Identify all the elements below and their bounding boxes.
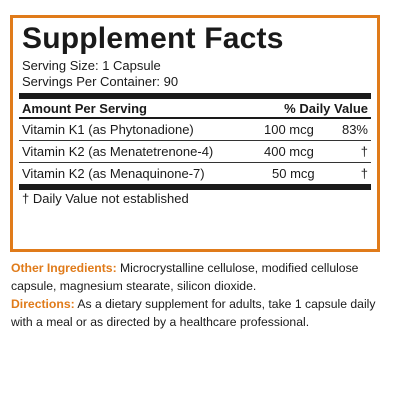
table-row: Vitamin K2 (as Menatetrenone-4) 400 mcg … [19,140,371,162]
supplement-facts-panel: Supplement Facts Serving Size: 1 Capsule… [10,15,380,252]
table-header: Amount Per Serving % Daily Value [19,99,371,117]
table-row: Vitamin K2 (as Menaquinone-7) 50 mcg † [19,162,371,184]
nutrient-dv: † [360,166,368,181]
panel-title: Supplement Facts [22,22,284,55]
nutrient-dv: † [360,144,368,159]
header-daily-value: % Daily Value [284,100,368,116]
nutrient-amount: 400 mcg [264,144,314,159]
directions: Directions: As a dietary supplement for … [11,295,389,331]
nutrient-amount: 50 mcg [272,166,315,181]
label-notes: Other Ingredients: Microcrystalline cell… [11,259,389,331]
nutrient-amount: 100 mcg [264,122,314,137]
header-amount-per-serving: Amount Per Serving [22,100,147,116]
servings-per-container: Servings Per Container: 90 [22,74,179,89]
directions-label: Directions: [11,297,75,311]
other-ingredients: Other Ingredients: Microcrystalline cell… [11,259,389,295]
directions-text: As a dietary supplement for adults, take… [11,297,376,329]
nutrient-dv: 83% [341,122,368,137]
table-row: Vitamin K1 (as Phytonadione) 100 mcg 83% [19,117,371,140]
other-ingredients-text: Microcrystalline cellulose, modified cel… [11,261,359,293]
footnote: † Daily Value not established [19,184,371,208]
other-ingredients-label: Other Ingredients: [11,261,117,275]
serving-size: Serving Size: 1 Capsule [22,58,161,73]
nutrient-name: Vitamin K1 (as Phytonadione) [22,122,194,137]
nutrient-name: Vitamin K2 (as Menaquinone-7) [22,166,205,181]
nutrient-name: Vitamin K2 (as Menatetrenone-4) [22,144,214,159]
thick-divider [19,93,371,99]
